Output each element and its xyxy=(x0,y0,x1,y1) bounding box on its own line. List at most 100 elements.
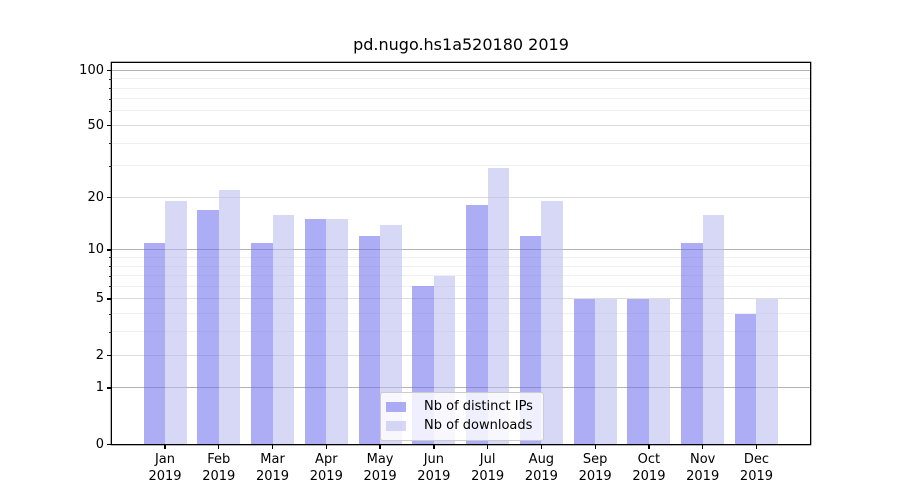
bar-downloads xyxy=(487,168,510,444)
gridline-minor xyxy=(112,98,810,100)
x-tick xyxy=(218,444,220,449)
bar-distinct-ips xyxy=(681,242,703,444)
x-tick-label: Dec 2019 xyxy=(728,451,784,485)
gridline-minor xyxy=(112,256,810,258)
legend-row: Nb of distinct IPs xyxy=(386,398,533,416)
y-tick-label: 1 xyxy=(95,380,104,396)
bar-distinct-ips xyxy=(358,236,381,444)
y-tick xyxy=(107,249,112,251)
x-tick-month: Jul xyxy=(479,452,496,467)
x-tick-year: 2019 xyxy=(632,469,666,484)
bar-distinct-ips xyxy=(466,205,488,444)
bar-downloads xyxy=(541,201,563,444)
gridline xyxy=(112,124,810,126)
gridline-major xyxy=(112,387,810,389)
chart-title: pd.nugo.hs1a520180 2019 xyxy=(353,35,569,54)
x-tick-month: Oct xyxy=(637,452,661,467)
bar-downloads xyxy=(756,298,778,444)
x-tick-year: 2019 xyxy=(148,469,182,484)
x-tick-month: Feb xyxy=(207,452,231,467)
bar-distinct-ips xyxy=(197,209,219,444)
y-tick-label: 0 xyxy=(95,436,104,452)
bar-distinct-ips xyxy=(304,219,327,444)
x-tick-label: Apr 2019 xyxy=(298,451,354,485)
gridline xyxy=(112,354,810,356)
y-minor-tick xyxy=(109,313,112,315)
y-minor-tick xyxy=(109,165,112,167)
x-tick xyxy=(487,444,489,449)
bar-downloads xyxy=(165,201,187,444)
x-tick-year: 2019 xyxy=(202,469,236,484)
x-tick-label: Oct 2019 xyxy=(621,451,677,485)
x-tick-label: Jun 2019 xyxy=(406,451,462,485)
y-minor-tick xyxy=(109,257,112,259)
plot-area xyxy=(112,63,810,444)
legend-row: Nb of downloads xyxy=(386,417,533,435)
y-minor-tick xyxy=(109,143,112,145)
y-tick-label: 50 xyxy=(87,117,104,133)
x-tick-label: Sep 2019 xyxy=(567,451,623,485)
y-tick xyxy=(107,387,112,389)
x-tick-month: Mar xyxy=(260,452,285,467)
gridline-minor xyxy=(112,275,810,277)
y-minor-tick xyxy=(109,275,112,277)
gridline-minor xyxy=(112,331,810,333)
bar-distinct-ips xyxy=(251,242,273,444)
x-tick-month: Nov xyxy=(690,452,716,467)
x-tick-year: 2019 xyxy=(255,469,290,484)
x-tick xyxy=(433,444,435,449)
x-tick-year: 2019 xyxy=(417,469,451,484)
legend-label: Nb of downloads xyxy=(424,418,533,433)
gridline xyxy=(112,196,810,198)
x-tick-year: 2019 xyxy=(309,469,343,484)
bar-downloads xyxy=(380,224,402,444)
x-tick xyxy=(702,444,704,449)
x-tick-month: Dec xyxy=(743,452,770,467)
x-tick-month: Jun xyxy=(423,452,444,467)
x-tick-label: Nov 2019 xyxy=(675,451,731,485)
y-minor-tick xyxy=(109,331,112,333)
x-tick-month: Aug xyxy=(528,452,555,467)
legend-swatch xyxy=(386,421,406,431)
x-tick xyxy=(648,444,650,449)
y-tick-label: 20 xyxy=(87,189,104,205)
x-tick-label: Feb 2019 xyxy=(191,451,247,485)
gridline-minor xyxy=(112,313,810,315)
y-tick-label: 100 xyxy=(79,62,104,78)
x-tick-year: 2019 xyxy=(524,469,558,484)
x-tick-year: 2019 xyxy=(363,469,397,484)
x-tick xyxy=(379,444,381,449)
y-minor-tick xyxy=(109,286,112,288)
gridline xyxy=(112,298,810,300)
bar-downloads xyxy=(326,219,348,444)
x-tick-year: 2019 xyxy=(578,469,612,484)
gridline-minor xyxy=(112,87,810,89)
x-tick xyxy=(271,444,274,449)
x-tick-label: Mar 2019 xyxy=(245,451,301,485)
gridline-minor xyxy=(112,285,810,287)
x-tick xyxy=(755,444,758,449)
bar-downloads xyxy=(595,298,617,444)
bar-distinct-ips xyxy=(627,298,649,444)
gridline-minor xyxy=(112,165,810,167)
x-tick-label: May 2019 xyxy=(352,451,408,485)
y-tick xyxy=(107,196,112,199)
bar-downloads xyxy=(272,214,295,444)
x-tick-year: 2019 xyxy=(686,469,720,484)
y-tick-label: 10 xyxy=(87,242,104,258)
x-tick xyxy=(164,444,166,449)
x-tick-label: Jan 2019 xyxy=(137,451,193,485)
bar-distinct-ips xyxy=(734,313,757,444)
x-tick-year: 2019 xyxy=(739,469,774,484)
y-tick xyxy=(107,298,112,300)
gridline-minor xyxy=(112,78,810,80)
gridline-minor xyxy=(112,265,810,267)
y-minor-tick xyxy=(109,78,112,80)
y-tick-label: 5 xyxy=(95,291,104,307)
y-minor-tick xyxy=(109,266,112,267)
bar-downloads xyxy=(648,298,671,444)
gridline-minor xyxy=(112,142,810,144)
bar-distinct-ips xyxy=(143,242,165,444)
gridline-minor xyxy=(112,110,810,112)
